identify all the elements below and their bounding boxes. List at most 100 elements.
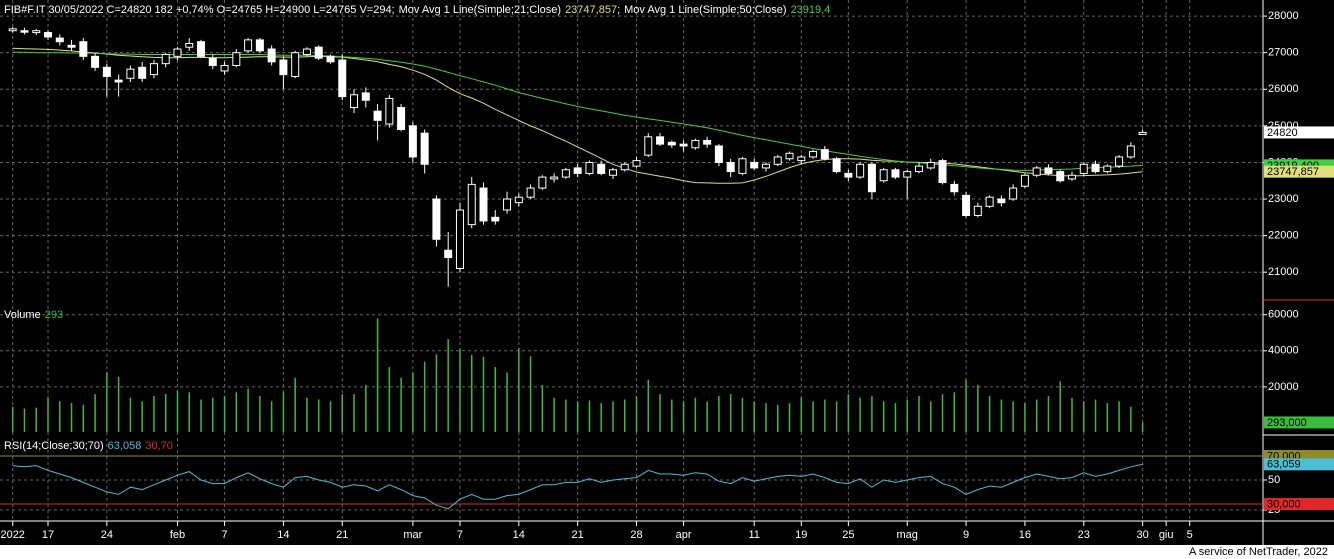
volume-bar — [518, 348, 520, 432]
volume-bar — [659, 394, 661, 432]
volume-bar — [1035, 399, 1038, 432]
candle-body — [32, 30, 41, 34]
candle-body — [773, 156, 782, 165]
volume-bar — [600, 403, 602, 432]
volume-bar — [470, 354, 473, 432]
candle-body — [644, 136, 653, 156]
candle-body — [161, 54, 170, 65]
x-tick-label: mag — [897, 529, 918, 541]
rsi-levels: 30,70 — [145, 440, 173, 452]
volume-bar — [753, 401, 755, 432]
candle-body — [491, 216, 500, 222]
volume-bar — [694, 397, 697, 432]
candle-body — [244, 39, 253, 52]
volume-bar — [682, 401, 685, 432]
volume-bar — [106, 372, 108, 432]
x-tick-label: 21 — [336, 529, 348, 541]
rsi-line — [12, 463, 1143, 510]
volume-bar — [353, 394, 355, 432]
candle-body — [514, 196, 523, 204]
x-tick-label: 2022 — [0, 529, 24, 541]
x-tick-label: 14 — [513, 529, 525, 541]
candle-body — [67, 44, 76, 48]
volume-bar — [718, 395, 720, 432]
last-price-box — [1264, 126, 1334, 139]
x-tick-label: 28 — [630, 529, 642, 541]
candle-body — [703, 139, 712, 145]
candle-body — [408, 125, 417, 158]
candle-body — [914, 165, 923, 173]
last-price-box-label: 24820 — [1267, 127, 1298, 139]
x-tick-label: 25 — [842, 529, 854, 541]
volume-bar — [835, 401, 838, 432]
candle-body — [550, 176, 559, 180]
candle-body — [867, 163, 876, 193]
volume-bar — [47, 397, 49, 432]
candle-body — [1079, 163, 1088, 174]
volume-bar — [94, 394, 96, 432]
volume-bar — [788, 403, 791, 432]
y-tick-label: 60000 — [1268, 309, 1299, 321]
volume-bar — [824, 399, 826, 432]
volume-bar — [164, 394, 167, 432]
candle-body — [1103, 165, 1112, 173]
candle-body — [91, 55, 100, 68]
volume-bar — [553, 397, 555, 432]
x-tick-label: 16 — [1019, 529, 1031, 541]
ma21-value: 23747,857 — [565, 4, 618, 16]
candle-body — [361, 92, 370, 101]
x-tick-label: 30 — [1136, 529, 1148, 541]
candle-body — [267, 48, 276, 63]
volume-bar — [506, 372, 508, 432]
x-tick-label: apr — [676, 529, 692, 541]
candle-body — [1068, 174, 1076, 180]
candle-body — [197, 41, 206, 57]
volume-bar — [1094, 399, 1097, 432]
candle-body — [926, 161, 935, 169]
candle-body — [679, 143, 688, 147]
ma50-value: 23919,4 — [790, 4, 831, 16]
volume-bar — [153, 395, 155, 432]
candle-body — [1138, 131, 1147, 135]
volume-bar — [1130, 406, 1132, 432]
volume-bar — [1000, 399, 1003, 432]
y-tick-label: 23000 — [1268, 193, 1299, 205]
x-tick-label: 24 — [101, 529, 113, 541]
volume-bar — [588, 400, 591, 432]
x-tick-label: feb — [170, 529, 185, 541]
volume-bar — [847, 394, 850, 432]
candle-body — [44, 32, 53, 38]
volume-bar — [565, 399, 567, 432]
volume-bar — [329, 401, 332, 432]
y-tick-label: 27000 — [1268, 47, 1299, 59]
candle-body — [761, 163, 770, 169]
volume-bar — [412, 372, 414, 432]
volume-bar — [176, 390, 179, 432]
volume-bar — [1071, 397, 1073, 432]
volume-bar — [482, 356, 485, 432]
volume-bar — [906, 399, 908, 432]
volume-bar — [1024, 403, 1026, 432]
volume-title: Volume — [4, 309, 41, 321]
candle-body — [667, 141, 676, 146]
candle-body — [126, 68, 135, 79]
candle-body — [114, 79, 123, 83]
volume-bar — [671, 399, 673, 432]
volume-bar — [435, 354, 438, 432]
ma21-name: Mov Avg 1 Line(Simple;21;Close) — [398, 4, 562, 16]
volume-bar — [812, 401, 814, 432]
price-title: FIB#F.IT 30/05/2022 C=24820 182 +0,74% O… — [4, 4, 395, 16]
volume-bar — [188, 392, 190, 432]
volume-bar — [11, 406, 14, 432]
candle-body — [232, 52, 241, 66]
candle-body — [350, 94, 359, 109]
volume-bar — [82, 404, 85, 432]
candle-body — [79, 41, 88, 57]
level-box — [1264, 498, 1334, 511]
volume-bar — [1083, 401, 1085, 432]
candle-body — [1044, 167, 1053, 174]
x-tick-label: mar — [403, 529, 422, 541]
candle-body — [55, 37, 64, 43]
candle-body — [561, 169, 570, 178]
